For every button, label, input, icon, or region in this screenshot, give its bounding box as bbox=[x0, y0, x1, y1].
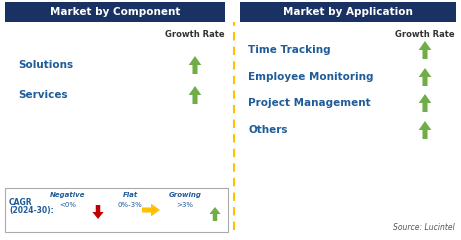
Text: CAGR: CAGR bbox=[9, 198, 33, 207]
Text: Others: Others bbox=[248, 125, 288, 135]
Polygon shape bbox=[189, 86, 201, 104]
Text: Employee Monitoring: Employee Monitoring bbox=[248, 72, 373, 82]
Polygon shape bbox=[419, 41, 431, 59]
Text: Growing: Growing bbox=[169, 192, 201, 198]
FancyBboxPatch shape bbox=[5, 2, 225, 22]
Text: Source: Lucintel: Source: Lucintel bbox=[393, 223, 455, 232]
Text: Solutions: Solutions bbox=[18, 60, 73, 70]
Polygon shape bbox=[419, 121, 431, 139]
Text: Negative: Negative bbox=[50, 192, 86, 198]
Text: Growth Rate: Growth Rate bbox=[395, 30, 455, 39]
Text: Project Management: Project Management bbox=[248, 98, 371, 108]
Polygon shape bbox=[419, 68, 431, 86]
FancyBboxPatch shape bbox=[240, 2, 456, 22]
Text: >3%: >3% bbox=[177, 202, 194, 208]
Text: 0%-3%: 0%-3% bbox=[118, 202, 142, 208]
Text: Growth Rate: Growth Rate bbox=[165, 30, 225, 39]
FancyBboxPatch shape bbox=[5, 188, 228, 232]
Text: Market by Component: Market by Component bbox=[50, 7, 180, 17]
Polygon shape bbox=[142, 204, 160, 216]
Polygon shape bbox=[419, 94, 431, 112]
Polygon shape bbox=[189, 56, 201, 74]
Text: Flat: Flat bbox=[122, 192, 138, 198]
Polygon shape bbox=[209, 207, 221, 221]
Text: Time Tracking: Time Tracking bbox=[248, 45, 331, 55]
Polygon shape bbox=[92, 205, 104, 219]
Text: <0%: <0% bbox=[59, 202, 77, 208]
Text: Services: Services bbox=[18, 90, 68, 100]
Text: Market by Application: Market by Application bbox=[283, 7, 413, 17]
Text: (2024-30):: (2024-30): bbox=[9, 206, 54, 215]
